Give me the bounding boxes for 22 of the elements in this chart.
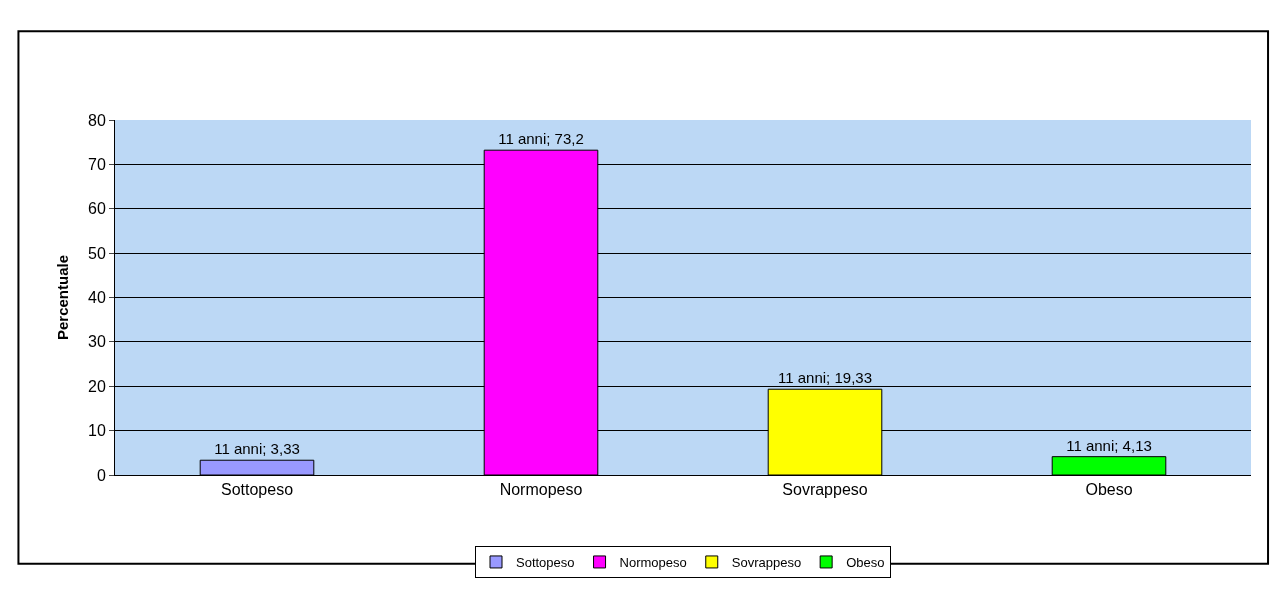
x-tick-label: Obeso (1085, 481, 1133, 499)
legend-label: Obeso (846, 555, 885, 571)
y-tick-label: 50 (88, 244, 106, 262)
data-label: 11 anni; 4,13 (1066, 436, 1152, 454)
y-tick-label: 0 (96, 466, 106, 484)
data-label: 11 anni; 73,2 (498, 130, 584, 148)
data-label: 11 anni; 3,33 (214, 440, 300, 458)
y-tick-label: 70 (88, 155, 106, 173)
data-label: 11 anni; 19,33 (778, 369, 872, 387)
x-tick-label: Sovrappeso (782, 481, 868, 499)
y-tick-label: 30 (88, 333, 106, 351)
y-tick-label: 10 (88, 422, 106, 440)
y-tick-label: 80 (88, 111, 106, 129)
y-tick-label: 40 (88, 289, 106, 307)
y-axis-title: Percentuale (54, 254, 72, 341)
y-tick-label: 20 (88, 377, 106, 395)
legend-label: Sovrappeso (731, 555, 802, 571)
y-tick-label: 60 (88, 200, 106, 218)
x-tick-label: Sottopeso (220, 481, 294, 499)
x-tick-label: Normopeso (499, 481, 583, 499)
legend-label: Normopeso (619, 555, 687, 571)
legend-label: Sottopeso (516, 555, 575, 571)
